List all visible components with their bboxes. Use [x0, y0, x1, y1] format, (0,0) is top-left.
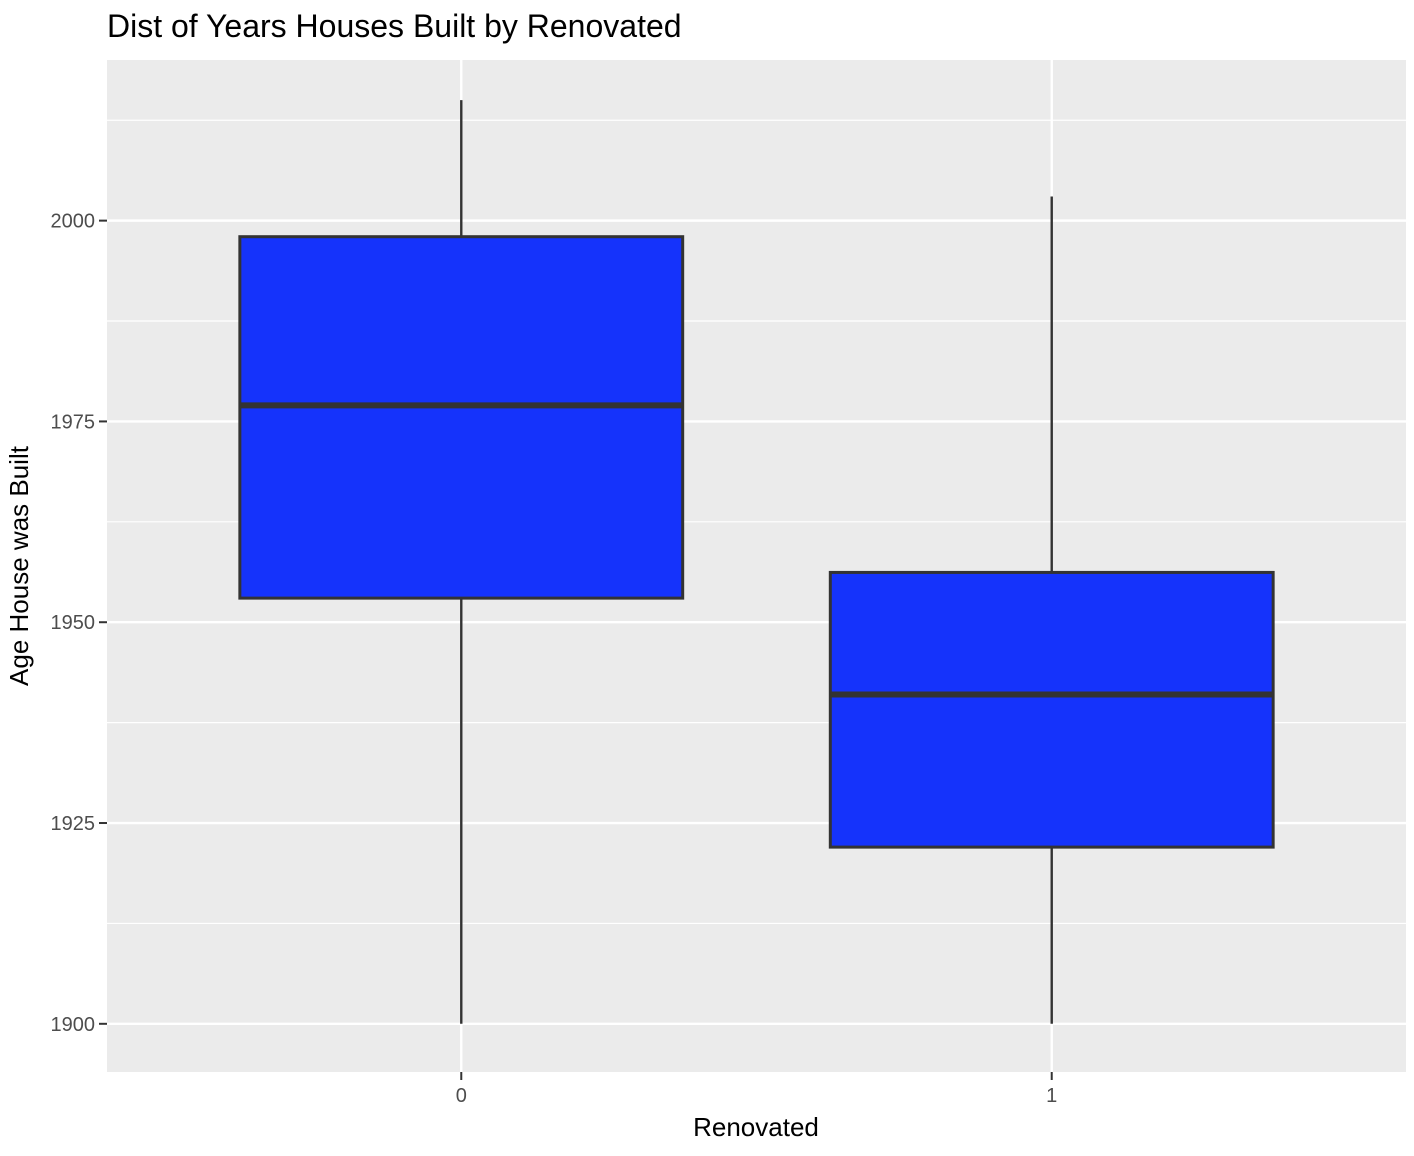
box-body [828, 570, 1275, 849]
box-layer [238, 100, 1275, 1024]
y-tick-label: 1925 [51, 813, 96, 835]
y-axis-title: Age House was Built [4, 445, 34, 686]
y-tick-label: 1950 [51, 612, 96, 634]
chart-title: Dist of Years Houses Built by Renovated [107, 8, 682, 44]
x-tick-label: 1 [1046, 1085, 1057, 1107]
x-axis-title: Renovated [693, 1112, 819, 1142]
box-body [238, 235, 685, 600]
y-tick-label: 2000 [51, 211, 96, 233]
x-tick-label: 0 [456, 1085, 467, 1107]
y-tick-label: 1900 [51, 1014, 96, 1036]
y-tick-label: 1975 [51, 411, 96, 433]
axis-layer: 1900 1925 1950 1975 2000 0 1 [51, 211, 1058, 1107]
